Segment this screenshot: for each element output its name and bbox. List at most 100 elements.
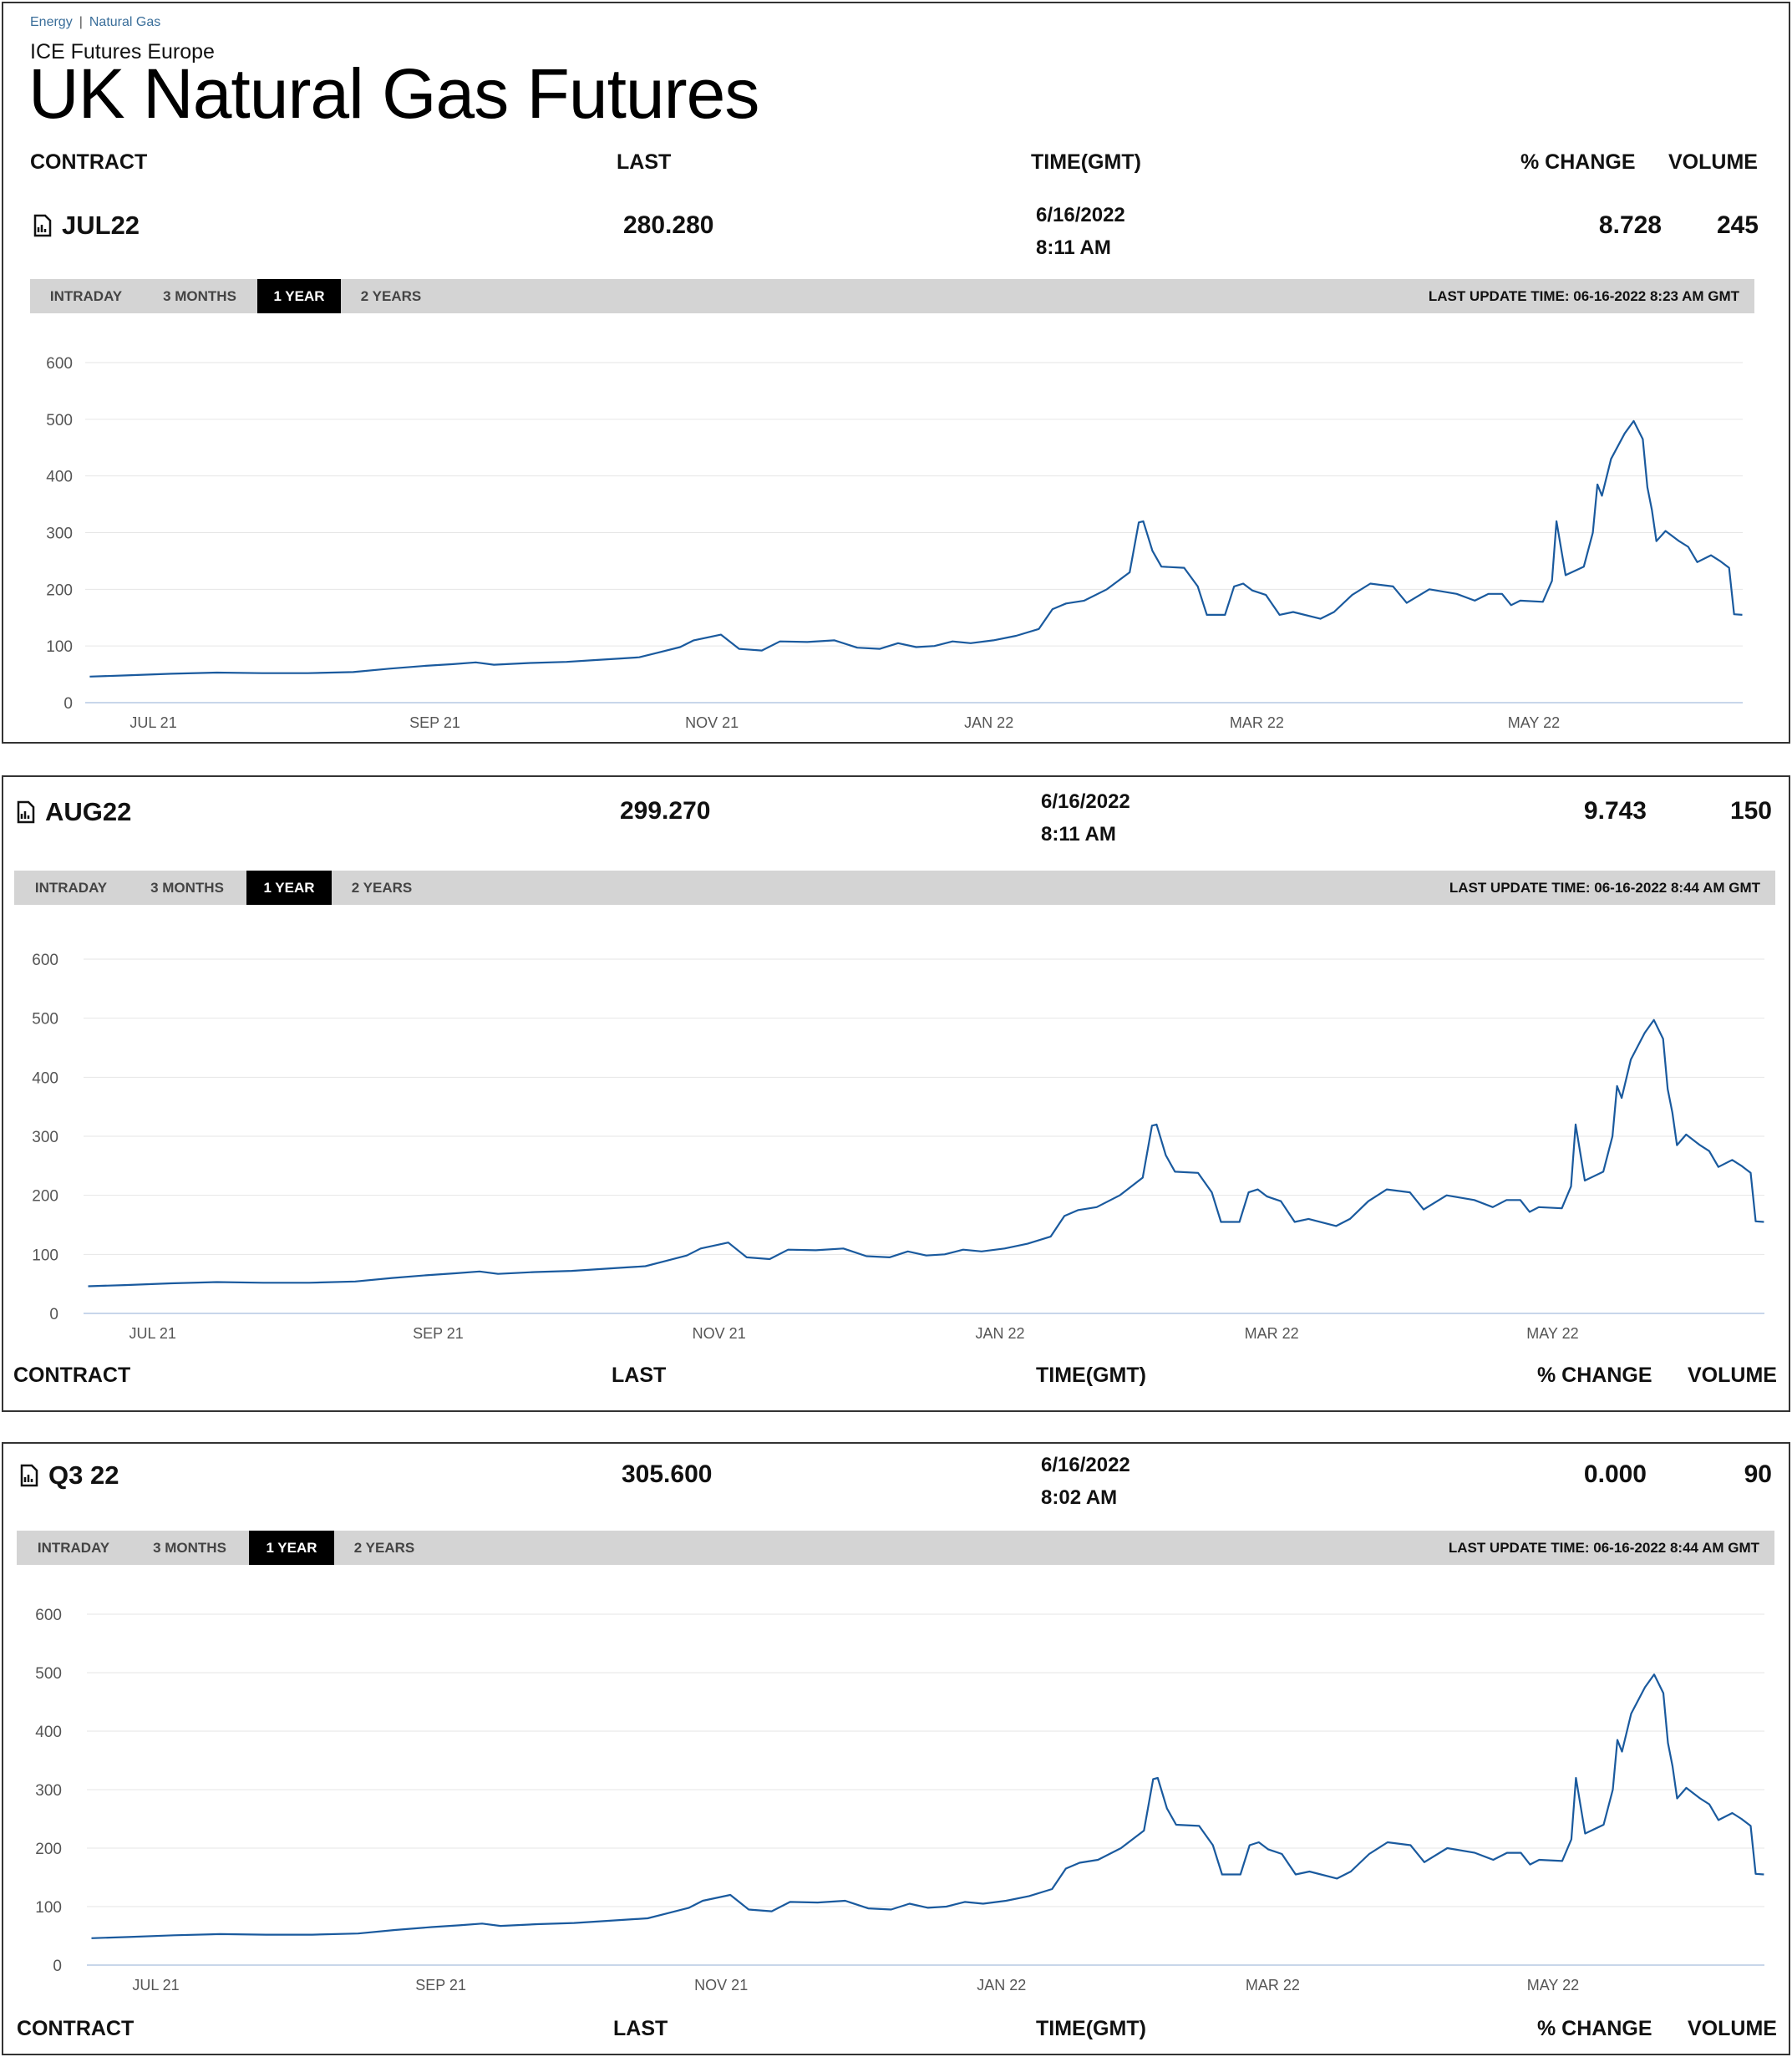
- x-tick-label: JUL 21: [129, 714, 176, 731]
- tab-1-year[interactable]: 1 YEAR: [257, 279, 341, 313]
- y-tick-label: 300: [46, 526, 73, 543]
- x-tick-label: JAN 22: [975, 1325, 1024, 1342]
- y-tick-label: 0: [49, 1306, 58, 1323]
- contract-name[interactable]: AUG22: [17, 797, 131, 827]
- column-header-change: % CHANGE: [1537, 2017, 1652, 2040]
- column-header-volume: VOLUME: [1688, 1364, 1777, 1387]
- x-tick-label: SEP 21: [409, 714, 460, 731]
- contract-name-label: Q3 22: [48, 1460, 119, 1490]
- column-header-contract: CONTRACT: [13, 1364, 131, 1387]
- x-tick-label: MAR 22: [1230, 714, 1284, 731]
- tab-intraday[interactable]: INTRADAY: [49, 288, 123, 304]
- x-tick-label: MAY 22: [1527, 1977, 1579, 1994]
- y-tick-label: 300: [35, 1782, 62, 1800]
- chart-report-icon: [17, 800, 35, 824]
- y-tick-label: 600: [32, 952, 58, 969]
- y-tick-label: 400: [32, 1069, 58, 1087]
- percent-change: 9.743: [1583, 797, 1647, 825]
- breadcrumb-energy[interactable]: Energy: [30, 15, 73, 29]
- contract-name[interactable]: Q3 22: [20, 1460, 119, 1491]
- tab-intraday[interactable]: INTRADAY: [37, 1540, 110, 1556]
- contract-panel-q3-22: Q3 22 305.600 6/16/2022 8:02 AM 0.000 90…: [2, 1442, 1790, 2055]
- tab-2-years[interactable]: 2 YEARS: [360, 288, 422, 304]
- percent-change: 0.000: [1583, 1460, 1647, 1488]
- y-tick-label: 400: [46, 469, 73, 486]
- y-tick-label: 100: [35, 1899, 62, 1917]
- price-series-line: [88, 1018, 1764, 1288]
- last-price: 305.600: [622, 1460, 713, 1488]
- tab-3-months[interactable]: 3 MONTHS: [150, 880, 224, 896]
- x-tick-label: NOV 21: [693, 1325, 746, 1342]
- tab-3-months[interactable]: 3 MONTHS: [163, 288, 236, 304]
- y-tick-label: 500: [32, 1011, 58, 1028]
- y-tick-label: 200: [35, 1841, 62, 1858]
- tab-2-years[interactable]: 2 YEARS: [351, 880, 413, 896]
- column-header-last: LAST: [613, 2017, 668, 2040]
- breadcrumb-natural-gas[interactable]: Natural Gas: [89, 15, 161, 29]
- x-tick-label: JUL 21: [129, 1325, 175, 1342]
- price-chart: 0 100 200 300 400 500 600 JUL 21 SEP 21 NOV 21 JAN…: [32, 952, 1764, 1342]
- column-header-volume: VOLUME: [1668, 150, 1758, 174]
- contract-name-label: JUL22: [62, 211, 140, 240]
- x-tick-label: MAY 22: [1508, 714, 1560, 731]
- last-update-time: LAST UPDATE TIME: 06-16-2022 8:44 AM GMT: [1449, 880, 1760, 896]
- range-tab-bar: INTRADAY 3 MONTHS 1 YEAR 2 YEARS LAST UP…: [14, 871, 1775, 905]
- x-tick-label: MAR 22: [1246, 1977, 1300, 1994]
- x-tick-label: JUL 21: [132, 1977, 179, 1994]
- last-update-time: LAST UPDATE TIME: 06-16-2022 8:44 AM GMT: [1448, 1540, 1759, 1556]
- price-chart: 0 100 200 300 400 500 600 JUL 21 SEP 21 NOV 21 JAN…: [46, 355, 1743, 731]
- trade-time: 6/16/2022 8:02 AM: [1041, 1449, 1130, 1514]
- tab-1-year[interactable]: 1 YEAR: [249, 1531, 334, 1565]
- trade-date: 6/16/2022: [1036, 204, 1125, 226]
- volume: 245: [1716, 211, 1759, 239]
- range-tab-bar: INTRADAY 3 MONTHS 1 YEAR 2 YEARS LAST UP…: [17, 1531, 1774, 1565]
- percent-change: 8.728: [1598, 211, 1662, 239]
- last-update-time: LAST UPDATE TIME: 06-16-2022 8:23 AM GMT: [1428, 288, 1739, 304]
- column-header-time: TIME(GMT): [1036, 1364, 1146, 1387]
- range-tab-bar: INTRADAY 3 MONTHS 1 YEAR 2 YEARS LAST UP…: [30, 279, 1754, 313]
- x-tick-label: NOV 21: [694, 1977, 748, 1994]
- contract-panel-jul22: Energy | Natural Gas ICE Futures Europe UK…: [2, 2, 1790, 744]
- x-tick-label: MAR 22: [1245, 1325, 1299, 1342]
- volume: 90: [1744, 1460, 1772, 1488]
- contract-name[interactable]: JUL22: [33, 211, 140, 241]
- x-tick-label: SEP 21: [415, 1977, 466, 1994]
- x-tick-label: MAY 22: [1526, 1325, 1578, 1342]
- y-tick-label: 500: [46, 412, 73, 429]
- y-tick-label: 100: [32, 1247, 58, 1264]
- y-tick-label: 600: [35, 1607, 62, 1624]
- x-tick-label: NOV 21: [685, 714, 739, 731]
- contract-name-label: AUG22: [45, 797, 132, 826]
- chart-report-icon: [20, 1464, 38, 1487]
- price-series-line: [89, 419, 1743, 678]
- trade-date: 6/16/2022: [1041, 1454, 1130, 1476]
- y-tick-label: 400: [35, 1724, 62, 1741]
- column-header-last: LAST: [612, 1364, 667, 1387]
- column-header-contract: CONTRACT: [30, 150, 148, 174]
- tab-2-years[interactable]: 2 YEARS: [353, 1540, 415, 1556]
- trade-time-value: 8:02 AM: [1041, 1486, 1118, 1509]
- column-header-volume: VOLUME: [1688, 2017, 1777, 2040]
- tab-1-year[interactable]: 1 YEAR: [246, 871, 332, 905]
- trade-time-value: 8:11 AM: [1036, 236, 1111, 259]
- column-header-change: % CHANGE: [1520, 150, 1636, 174]
- contract-panel-aug22: AUG22 299.270 6/16/2022 8:11 AM 9.743 15…: [2, 775, 1790, 1412]
- y-tick-label: 200: [32, 1188, 58, 1206]
- price-series-line: [91, 1674, 1764, 1939]
- page-title: UK Natural Gas Futures: [28, 54, 759, 133]
- trade-time-value: 8:11 AM: [1041, 823, 1116, 846]
- y-tick-label: 500: [35, 1665, 62, 1683]
- column-header-time: TIME(GMT): [1036, 2017, 1146, 2040]
- trade-time: 6/16/2022 8:11 AM: [1041, 785, 1130, 851]
- y-tick-label: 0: [63, 695, 73, 713]
- y-tick-label: 300: [32, 1129, 58, 1146]
- chart-report-icon: [33, 214, 52, 237]
- x-tick-label: SEP 21: [413, 1325, 464, 1342]
- tab-intraday[interactable]: INTRADAY: [34, 880, 108, 896]
- trade-date: 6/16/2022: [1041, 790, 1130, 813]
- y-tick-label: 0: [53, 1958, 62, 1975]
- tab-3-months[interactable]: 3 MONTHS: [153, 1540, 226, 1556]
- breadcrumb: Energy | Natural Gas: [30, 15, 161, 29]
- y-tick-label: 600: [46, 355, 73, 373]
- y-tick-label: 100: [46, 638, 73, 656]
